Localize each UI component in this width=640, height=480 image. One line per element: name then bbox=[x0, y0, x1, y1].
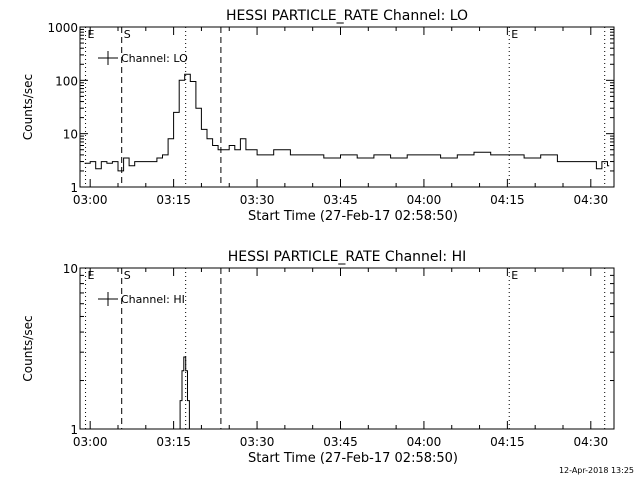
timestamp-stamp: 12-Apr-2018 13:25 bbox=[558, 466, 634, 475]
lo-x-tick-label: 04:15 bbox=[490, 193, 525, 207]
lo-marker-label: E bbox=[511, 28, 518, 41]
hi-x-tick-label: 03:15 bbox=[156, 435, 191, 449]
hi-marker-label: E bbox=[511, 269, 518, 282]
hi-marker-label: S bbox=[124, 269, 131, 282]
lo-panel: HESSI PARTICLE_RATE Channel: LO 03:00 03:1… bbox=[21, 8, 615, 224]
hi-y-tick-label: 1 bbox=[70, 423, 78, 437]
lo-chart-title: HESSI PARTICLE_RATE Channel: LO bbox=[226, 8, 468, 24]
hi-legend-label: Channel: HI bbox=[121, 293, 185, 306]
lo-y-tick-label: 1 bbox=[70, 181, 78, 195]
hi-x-axis-label: Start Time (27-Feb-17 02:58:50) bbox=[248, 451, 458, 466]
hi-x-tick-label: 04:30 bbox=[574, 435, 609, 449]
hi-plot-frame bbox=[79, 267, 615, 430]
lo-x-tick-label: 03:15 bbox=[156, 193, 191, 207]
hi-x-tick-label: 03:00 bbox=[73, 435, 108, 449]
lo-plot-frame bbox=[79, 26, 615, 188]
lo-x-axis-label: Start Time (27-Feb-17 02:58:50) bbox=[248, 209, 458, 224]
lo-legend-label: Channel: LO bbox=[121, 52, 188, 65]
hi-x-tick-label: 04:00 bbox=[407, 435, 442, 449]
lo-series-line bbox=[84, 73, 610, 172]
lo-y-tick-label: 1000 bbox=[47, 21, 78, 35]
hi-y-tick-label: 10 bbox=[63, 262, 78, 276]
lo-x-tick-label: 03:00 bbox=[73, 193, 108, 207]
lo-y-axis-label: Counts/sec bbox=[21, 74, 35, 140]
lo-marker-label: S bbox=[124, 28, 131, 41]
lo-x-tick-label: 03:30 bbox=[240, 193, 275, 207]
hi-y-axis-label: Counts/sec bbox=[21, 315, 35, 381]
lo-x-tick-label: 03:45 bbox=[323, 193, 358, 207]
lo-y-tick-label: 100 bbox=[55, 74, 78, 88]
hi-x-tick-label: 03:30 bbox=[240, 435, 275, 449]
hi-x-tick-label: 04:15 bbox=[490, 435, 525, 449]
hi-panel: HESSI PARTICLE_RATE Channel: HI 03:00 03:1… bbox=[21, 249, 615, 466]
lo-x-tick-label: 04:00 bbox=[407, 193, 442, 207]
hi-chart-title: HESSI PARTICLE_RATE Channel: HI bbox=[228, 249, 466, 265]
hi-x-tick-label: 03:45 bbox=[323, 435, 358, 449]
lo-marker-label: E bbox=[88, 28, 95, 41]
hi-series-line bbox=[178, 356, 191, 430]
hi-marker-label: E bbox=[88, 269, 95, 282]
lo-y-tick-label: 10 bbox=[63, 128, 78, 142]
lo-x-tick-label: 04:30 bbox=[574, 193, 609, 207]
